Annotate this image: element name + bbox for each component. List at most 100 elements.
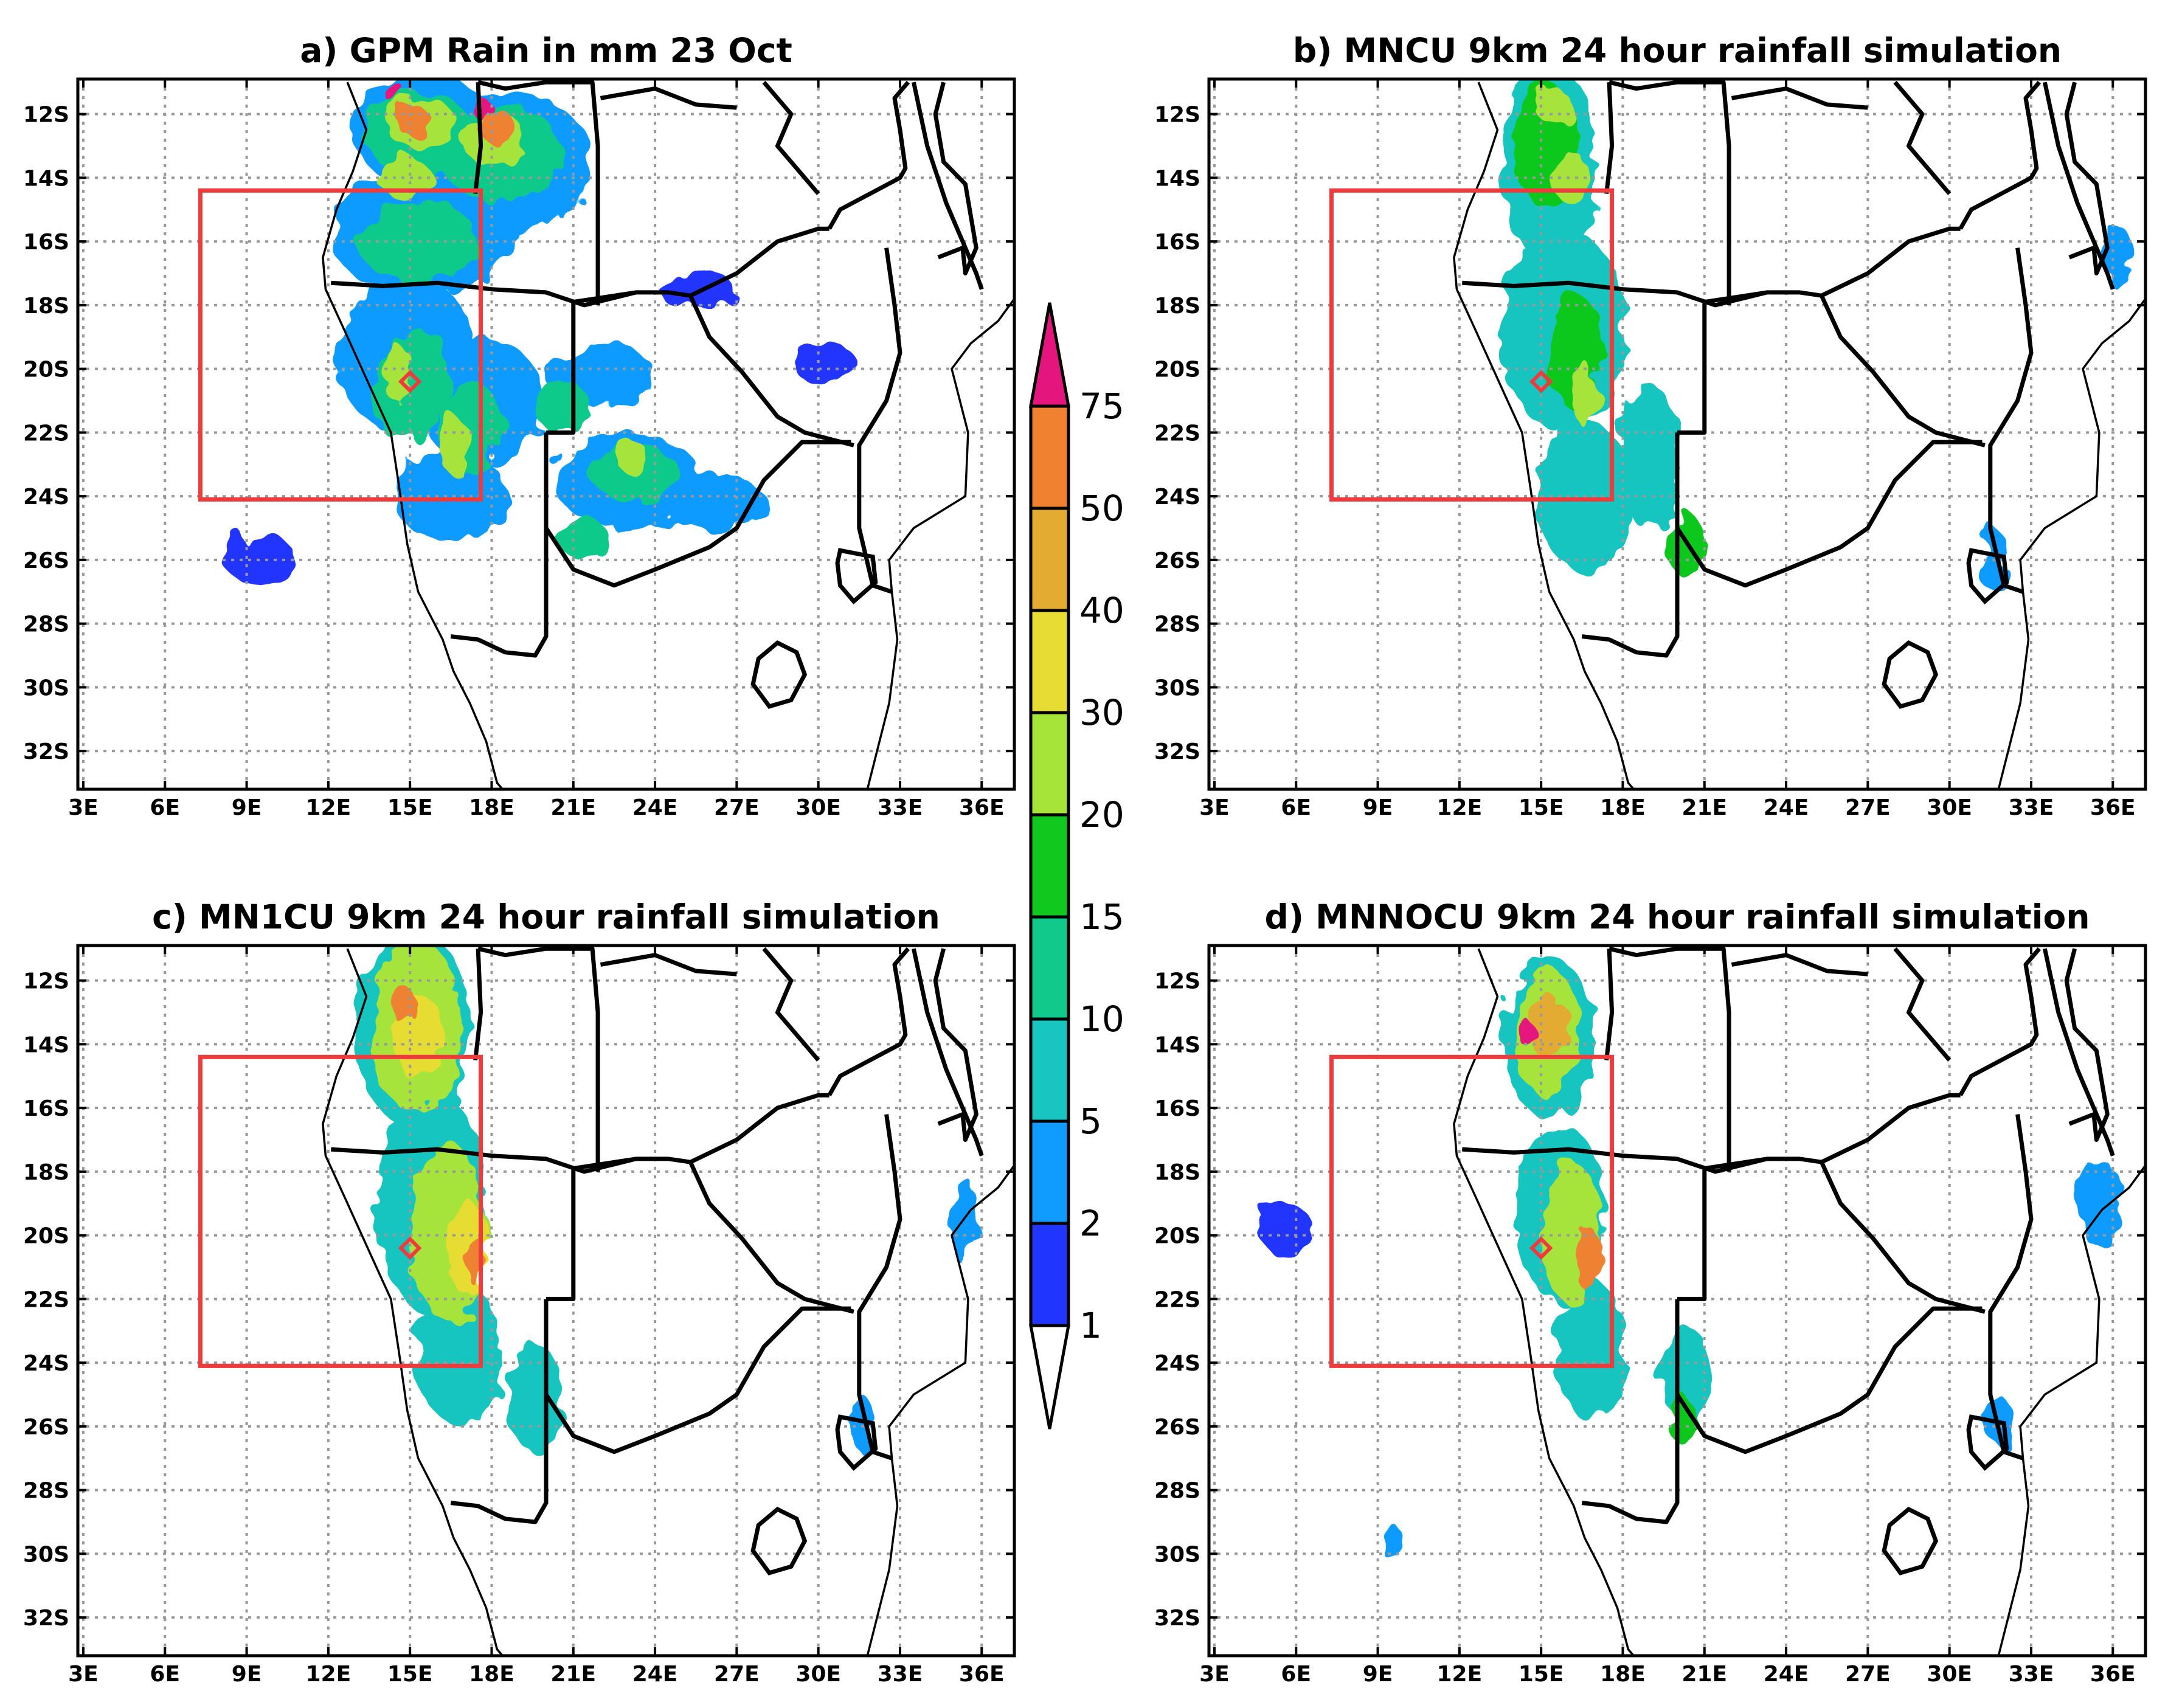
rain-cell — [377, 158, 432, 197]
lon-tick-label: 24E — [1764, 1662, 1809, 1687]
colorbar-tick-label: 5 — [1079, 1101, 1102, 1142]
coastline-east — [866, 298, 1014, 789]
rain-cell — [393, 987, 416, 1025]
lat-tick-label: 14S — [1154, 166, 1200, 191]
lon-tick-label: 21E — [550, 795, 596, 820]
country-border — [331, 1147, 691, 1174]
lat-tick-label: 28S — [1154, 612, 1200, 637]
lat-tick-label: 12S — [23, 103, 69, 128]
lon-tick-label: 33E — [878, 795, 923, 820]
gridlines — [1209, 79, 2145, 789]
map-area — [78, 79, 1014, 789]
lat-tick-label: 26S — [23, 548, 69, 573]
lat-tick-label: 22S — [1154, 421, 1200, 446]
country-border — [1462, 280, 1822, 308]
colorbar-tick-label: 75 — [1079, 386, 1124, 427]
lat-tick-label: 16S — [23, 230, 69, 255]
coastline-west — [1453, 948, 1635, 1656]
lon-tick-label: 15E — [1519, 1662, 1564, 1687]
lon-tick-label: 12E — [306, 1662, 352, 1687]
axis-ticks: 3E 6E 9E 12E 15E 18E 21E 24E 27E 30E 33E 36E 12S 14S 1… — [1154, 946, 2145, 1687]
country-border — [1820, 1161, 1986, 1314]
lat-tick-label: 22S — [23, 1287, 69, 1312]
country-border — [750, 1506, 808, 1575]
country-border — [1966, 548, 2009, 604]
country-border — [1462, 1147, 1822, 1174]
lon-tick-label: 36E — [2090, 1662, 2136, 1687]
lat-tick-label: 18S — [1154, 1160, 1200, 1185]
country-border — [835, 548, 878, 604]
country-border — [827, 80, 910, 230]
lon-tick-label: 15E — [387, 1662, 433, 1687]
country-border — [1604, 949, 1615, 1060]
map-frame — [1207, 944, 2147, 1658]
lon-tick-label: 9E — [1363, 1662, 1393, 1687]
coastline-west — [322, 81, 504, 789]
lon-tick-label: 12E — [1437, 1662, 1483, 1687]
lat-tick-label: 22S — [23, 421, 69, 446]
rain-cell — [1258, 1203, 1313, 1255]
axis-ticks: 3E 6E 9E 12E 15E 18E 21E 24E 27E 30E 33E 36E 12S 14S 1… — [1154, 79, 2145, 820]
lon-tick-label: 30E — [1927, 795, 1972, 820]
rain-cell — [1658, 1327, 1713, 1417]
lon-tick-label: 6E — [1281, 1662, 1311, 1687]
colorbar-extend-max — [1029, 302, 1070, 408]
country-border — [1581, 432, 1680, 658]
lon-tick-label: 3E — [1199, 795, 1230, 820]
country-border — [1893, 947, 1952, 1062]
country-border — [911, 948, 984, 1157]
lon-tick-label: 24E — [632, 1662, 678, 1687]
rain-cell — [440, 417, 468, 474]
rain-cell — [535, 381, 590, 433]
colorbar: 1 2 5 10 15 20 30 40 50 75 — [1029, 302, 1124, 1430]
lat-tick-label: 26S — [1154, 1415, 1200, 1440]
lat-tick-label: 18S — [23, 1160, 69, 1185]
country-border — [1731, 86, 1868, 110]
lat-tick-label: 18S — [1154, 294, 1200, 319]
country-border — [450, 1299, 549, 1524]
lon-tick-label: 24E — [1764, 795, 1809, 820]
lon-tick-label: 33E — [878, 1662, 923, 1687]
colorbar-tick-label: 2 — [1079, 1203, 1102, 1244]
lat-tick-label: 32S — [23, 739, 69, 764]
country-border — [835, 1414, 878, 1471]
study-domain-box — [198, 188, 483, 502]
axis-ticks: 3E 6E 9E 12E 15E 18E 21E 24E 27E 30E 33E 36E 12S 14S 1… — [23, 79, 1014, 820]
country-border — [1958, 947, 2042, 1096]
lon-tick-label: 9E — [232, 1662, 262, 1687]
lon-tick-label: 27E — [714, 795, 760, 820]
lon-tick-label: 18E — [1600, 1662, 1646, 1687]
country-border — [1820, 294, 1986, 448]
lat-tick-label: 20S — [1154, 358, 1200, 382]
map-frame — [1207, 77, 2147, 791]
lat-tick-label: 12S — [1154, 103, 1200, 128]
country-border — [450, 432, 549, 658]
rain-cell — [1380, 1528, 1408, 1560]
rain-cell — [1554, 1279, 1626, 1420]
lon-tick-label: 21E — [550, 1662, 596, 1687]
lon-tick-label: 15E — [1519, 795, 1564, 820]
coastline-east — [1997, 298, 2145, 789]
rain-cell — [358, 200, 479, 283]
lon-tick-label: 18E — [469, 1662, 514, 1687]
country-border — [1581, 1299, 1680, 1524]
lon-tick-label: 33E — [2009, 795, 2054, 820]
country-border — [1958, 80, 2042, 230]
colorbar-segment — [1029, 404, 1070, 510]
map-area — [1209, 79, 2145, 789]
colorbar-segment — [1029, 711, 1070, 817]
country-border — [1675, 1306, 1983, 1454]
axis-ticks: 3E 6E 9E 12E 15E 18E 21E 24E 27E 30E 33E 36E 12S 14S 1… — [23, 946, 1014, 1687]
country-border — [689, 226, 829, 298]
colorbar-tick-label: 30 — [1079, 692, 1124, 733]
lat-tick-label: 14S — [23, 1032, 69, 1057]
country-border — [600, 86, 737, 110]
country-border — [600, 953, 737, 977]
lon-tick-label: 36E — [959, 1662, 1005, 1687]
lon-tick-label: 15E — [387, 795, 433, 820]
colorbar-segment — [1029, 1119, 1070, 1225]
lat-tick-label: 16S — [1154, 230, 1200, 255]
country-border — [1677, 1157, 1768, 1301]
lon-tick-label: 6E — [150, 1662, 180, 1687]
map-panel-d: d) MNNOCU 9km 24 hour rainfall simulatio… — [1154, 897, 2147, 1687]
